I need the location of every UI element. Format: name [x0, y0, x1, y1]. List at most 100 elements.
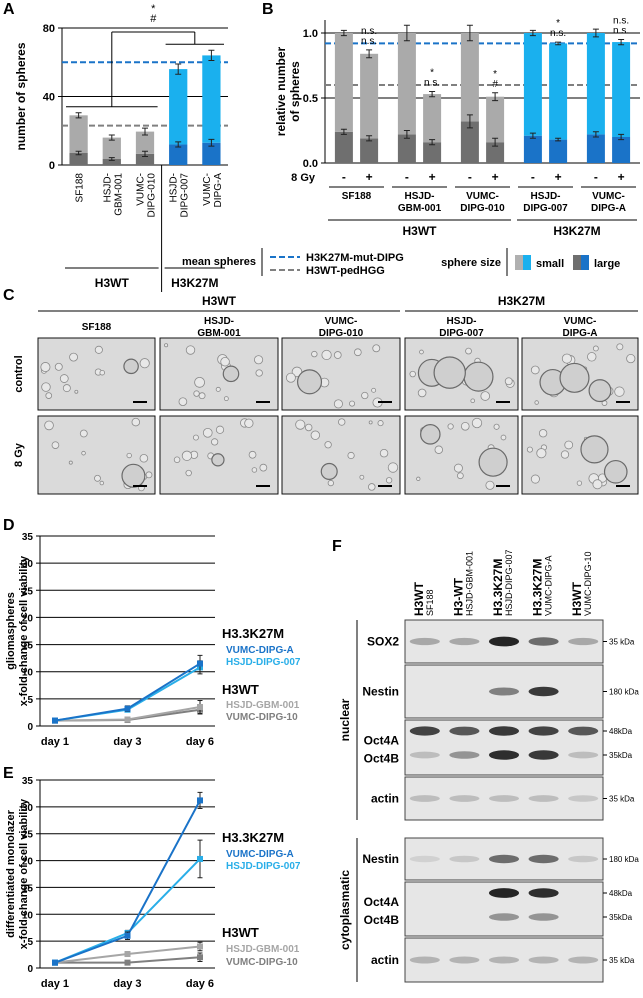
column-label: H3WT: [412, 581, 426, 616]
column-label: HSJD-GBM-001: [464, 551, 474, 616]
band: [528, 726, 559, 736]
error-bar: [340, 128, 347, 135]
cell: [202, 427, 213, 438]
blot-label: SOX2: [367, 635, 399, 649]
cell: [333, 351, 342, 359]
data-point: [124, 951, 131, 958]
legend-swatch: [573, 255, 581, 270]
y-axis-label: of spheres: [288, 61, 302, 122]
significance: #: [150, 13, 157, 25]
cell: [94, 345, 103, 354]
band: [449, 795, 480, 802]
band: [409, 956, 440, 964]
band: [528, 637, 559, 646]
cell: [530, 365, 540, 375]
bar-segment: [202, 142, 221, 165]
x-tick-label: day 1: [41, 978, 69, 990]
bar-segment: [135, 153, 155, 165]
cell: [223, 396, 229, 402]
cell: [324, 441, 332, 449]
y-tick-label: 35: [22, 776, 34, 787]
blot-label: Oct4A: [364, 734, 400, 748]
panel-label: F: [332, 538, 342, 555]
error-bar: [466, 114, 473, 129]
significance: n.s.: [613, 16, 629, 27]
band: [409, 751, 440, 759]
cell: [139, 454, 149, 463]
cell: [561, 353, 572, 364]
marker-label: 180 kDa: [609, 855, 639, 864]
cell: [59, 374, 69, 383]
band: [488, 913, 520, 921]
legend-swatch: [515, 255, 523, 270]
cell: [368, 483, 376, 491]
y-axis-label: x-fold change of cell viability: [18, 555, 30, 706]
cell: [385, 477, 393, 484]
band: [449, 637, 480, 646]
data-point: [197, 954, 203, 961]
cell-line-label: VUMC-: [592, 191, 625, 202]
bar-segment: [102, 159, 121, 165]
bar-segment: [360, 138, 379, 163]
error-bar: [592, 28, 599, 38]
error-bar: [555, 41, 562, 46]
band: [449, 855, 480, 863]
x-tick-label: day 6: [186, 736, 214, 748]
cell: [353, 348, 362, 357]
cell: [592, 479, 603, 490]
band: [528, 956, 559, 964]
bar-segment: [523, 135, 542, 163]
significance: *: [430, 68, 434, 79]
band: [449, 751, 480, 759]
column-label: H3.3K27M: [531, 559, 545, 616]
row-label: control: [13, 355, 25, 392]
blot-label: Oct4B: [364, 752, 400, 766]
column-label: H3-WT: [451, 577, 465, 616]
error-bar: [175, 63, 182, 75]
cell: [79, 429, 88, 438]
band: [528, 686, 559, 697]
y-tick-label: 10: [22, 668, 34, 679]
legend-entry: small: [536, 258, 564, 270]
bar-segment: [69, 115, 88, 154]
error-bar: [492, 137, 499, 147]
sphere: [603, 459, 628, 484]
bar-segment: [486, 142, 505, 163]
significance: *: [556, 18, 560, 29]
data-point: [52, 959, 58, 966]
group-label: H3K27M: [553, 224, 600, 238]
error-bar: [429, 139, 436, 146]
band: [528, 913, 559, 921]
cell: [576, 480, 583, 486]
marker-label: 35kDa: [609, 751, 633, 760]
cell: [211, 438, 219, 446]
legend-entry: VUMC-DIPG-A: [226, 645, 294, 656]
x-tick-label: day 3: [113, 978, 141, 990]
data-point: [124, 705, 131, 712]
marker-label: 35kDa: [609, 913, 633, 922]
significance: *: [493, 69, 497, 80]
cell: [81, 450, 86, 456]
cell: [215, 425, 225, 434]
treatment: -: [405, 170, 409, 184]
error-bar: [75, 150, 82, 156]
cell: [295, 419, 306, 430]
band: [488, 854, 520, 864]
cell: [526, 446, 533, 453]
y-tick-label: 5: [27, 937, 33, 948]
cell: [530, 474, 540, 484]
data-point: [197, 660, 203, 667]
legend-entry: VUMC-DIPG-A: [226, 849, 294, 860]
treatment: +: [618, 170, 625, 184]
cell: [480, 391, 491, 401]
cell: [456, 472, 464, 480]
y-tick-label: 1.0: [303, 28, 318, 40]
legend-entry: VUMC-DIPG-10: [226, 957, 298, 968]
legend-entry: HSJD-GBM-001: [226, 944, 300, 955]
y-tick-label: 25: [22, 830, 34, 841]
error-bar: [492, 92, 499, 102]
panel-label: E: [3, 765, 14, 782]
cell: [534, 400, 539, 405]
cell: [94, 474, 101, 482]
